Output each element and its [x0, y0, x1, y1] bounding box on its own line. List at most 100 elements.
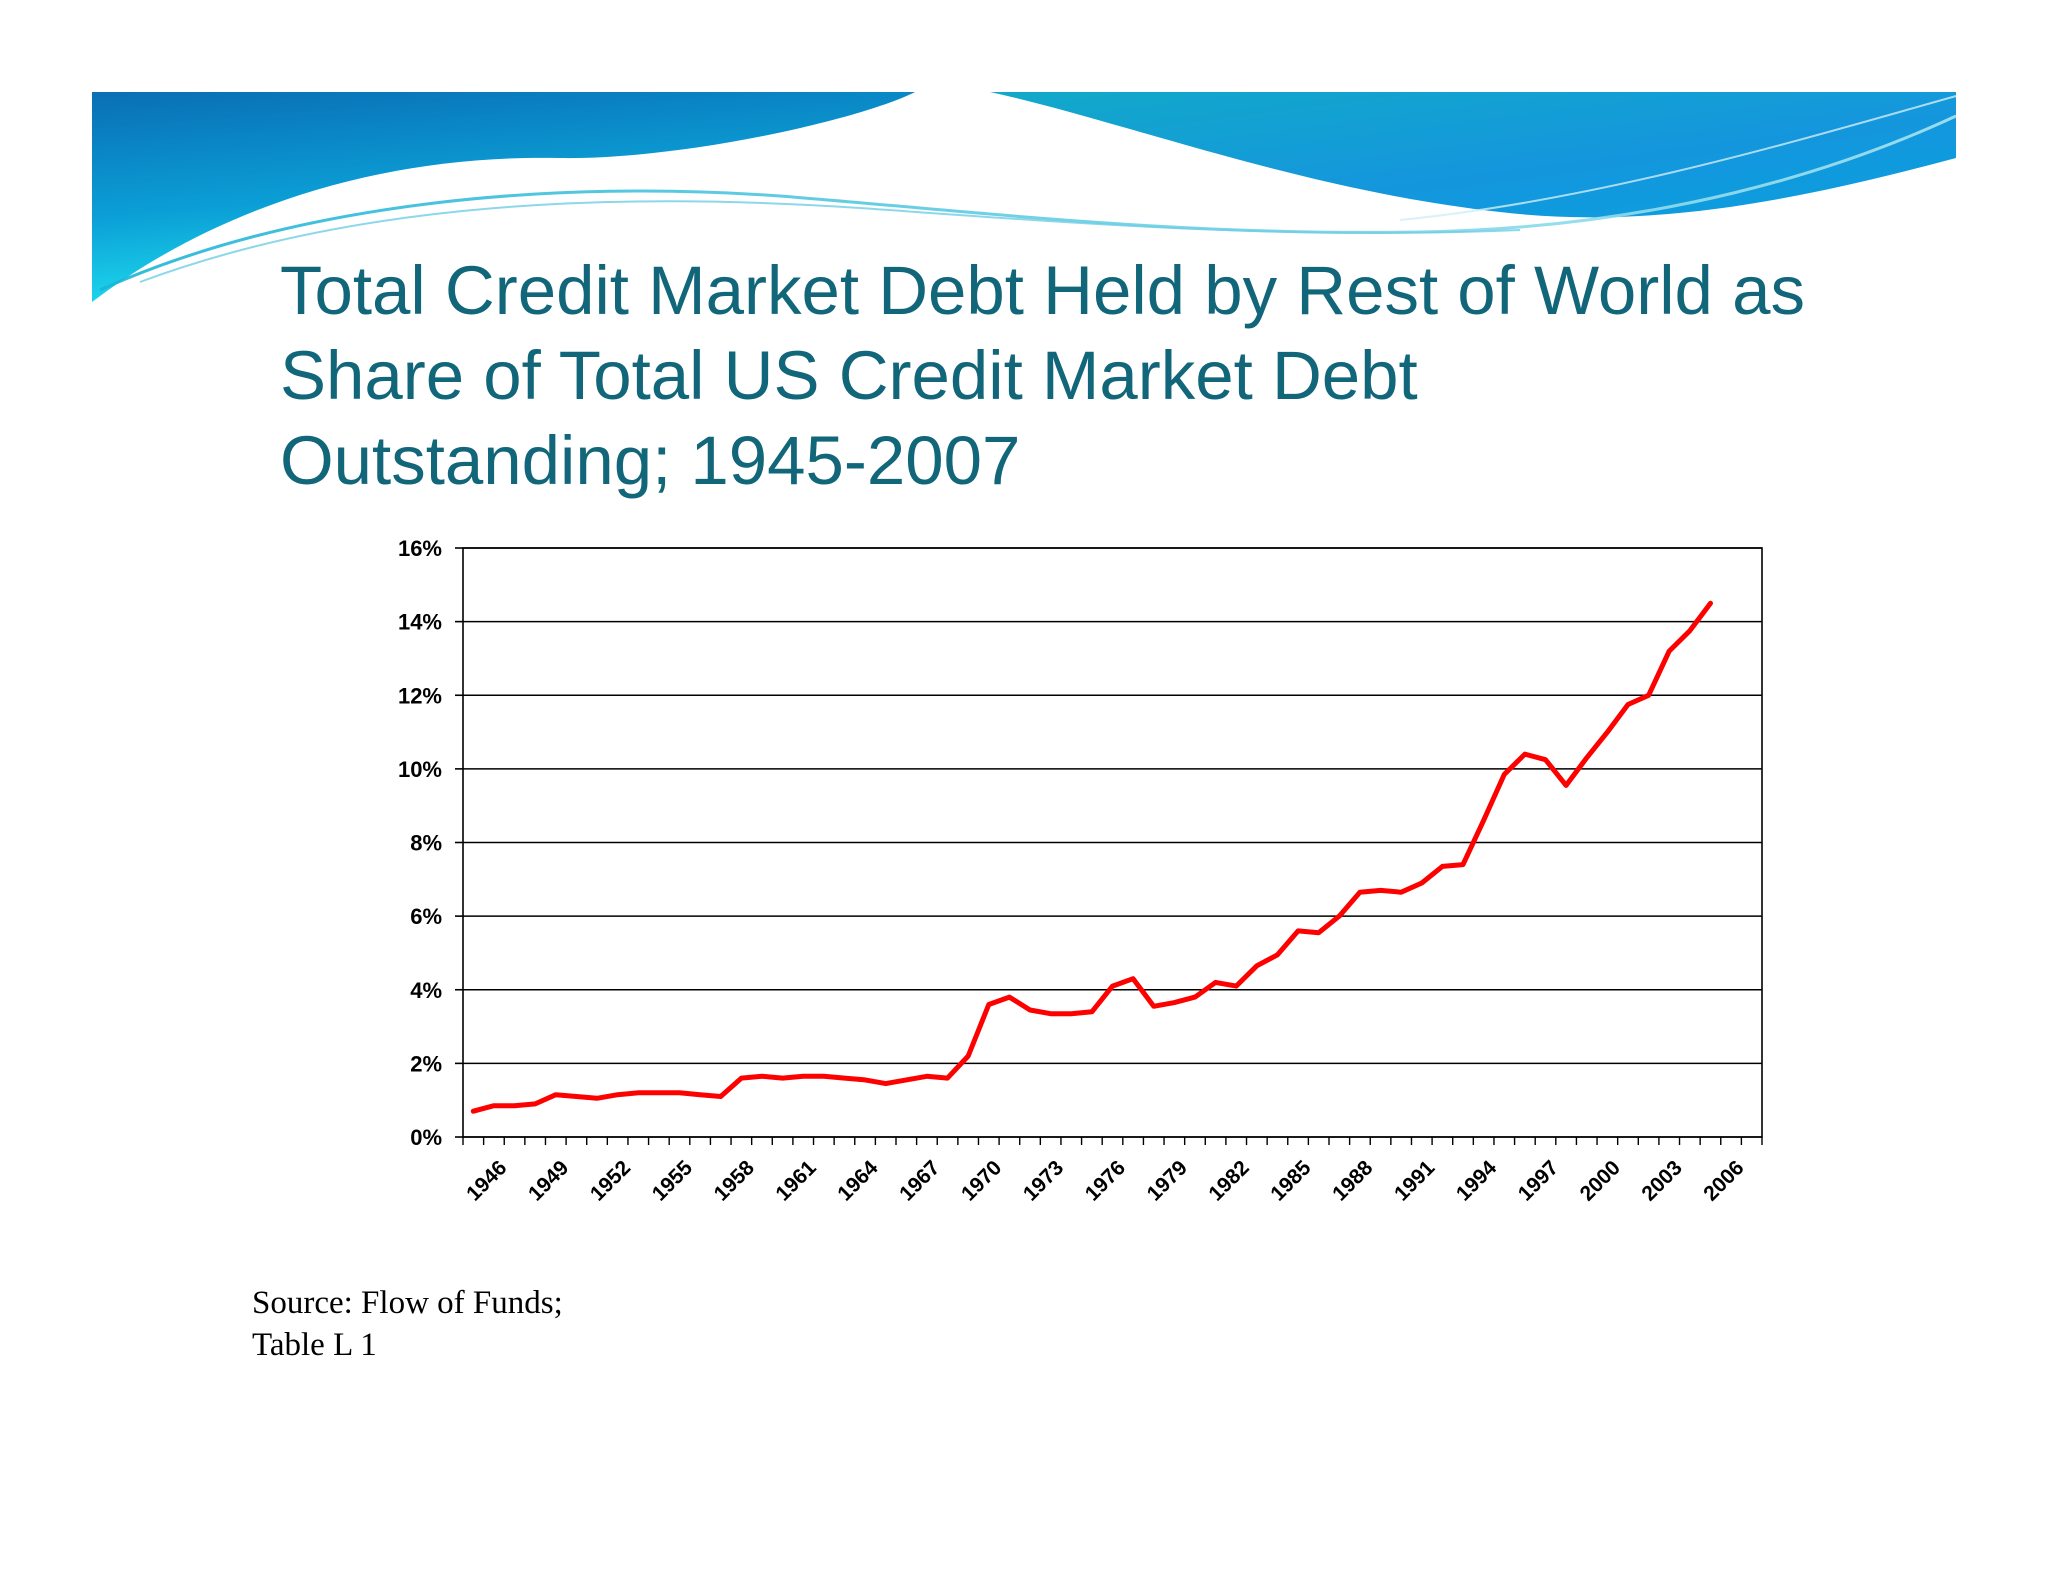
- x-tick-label: 2006: [1699, 1156, 1748, 1205]
- slide-title-line: Share of Total US Credit Market Debt: [280, 337, 1418, 414]
- data-point: [1625, 702, 1631, 707]
- slide-title-line: Outstanding; 1945-2007: [280, 422, 1021, 499]
- data-point: [904, 1077, 909, 1083]
- chart-grid: [462, 547, 1763, 1138]
- data-point: [1234, 983, 1239, 989]
- source-line: Table L 1: [252, 1327, 377, 1363]
- y-tick-label: 10%: [398, 757, 442, 782]
- banner-right-wave: [990, 92, 1956, 218]
- x-tick-label: 1958: [710, 1156, 760, 1206]
- data-point: [821, 1074, 827, 1079]
- data-point: [1584, 755, 1589, 761]
- x-tick-label: 1964: [833, 1156, 883, 1206]
- data-point: [1069, 1011, 1074, 1016]
- data-point: [553, 1092, 558, 1097]
- x-tick-label: 1967: [895, 1156, 944, 1205]
- data-point: [1172, 1000, 1177, 1005]
- data-point: [801, 1074, 806, 1079]
- data-point: [1337, 913, 1342, 919]
- x-tick-label: 1955: [648, 1156, 698, 1206]
- y-tick-label: 16%: [398, 536, 442, 561]
- x-axis: 1946 1949 1952 1955 1958 1961 1964 1967 1970 1973…: [462, 1137, 1763, 1206]
- series-line: [470, 600, 1713, 1114]
- data-point: [1522, 751, 1528, 757]
- chart-series: [470, 600, 1713, 1114]
- y-tick-label: 6%: [410, 904, 442, 929]
- x-tick-label: 1949: [524, 1156, 573, 1205]
- data-point: [1398, 889, 1404, 895]
- x-tick-label: 1973: [1019, 1156, 1068, 1205]
- y-tick-label: 8%: [410, 831, 442, 856]
- x-tick-label: 1976: [1081, 1156, 1130, 1205]
- data-point: [1460, 862, 1466, 867]
- data-point: [862, 1077, 868, 1083]
- source-note: Source: Flow of Funds; Table L 1: [252, 1282, 563, 1366]
- x-tick-label: 1961: [771, 1156, 821, 1206]
- data-point: [1027, 1007, 1033, 1013]
- data-point: [1213, 980, 1218, 985]
- data-point: [1151, 1004, 1156, 1009]
- data-point: [718, 1094, 723, 1099]
- data-point: [491, 1103, 497, 1108]
- y-tick-label: 14%: [398, 610, 442, 635]
- slide-title: Total Credit Market Debt Held by Rest of…: [280, 248, 1900, 503]
- x-tick-label: 1985: [1266, 1156, 1316, 1206]
- data-point: [677, 1090, 682, 1096]
- data-point: [594, 1096, 600, 1101]
- data-point: [1419, 880, 1424, 886]
- x-tick-label: 1970: [957, 1156, 1006, 1205]
- data-point: [1605, 729, 1610, 735]
- data-point: [636, 1090, 641, 1096]
- data-point: [1048, 1011, 1053, 1016]
- data-point: [1295, 928, 1301, 934]
- data-point: [780, 1075, 785, 1081]
- y-tick-label: 4%: [410, 978, 442, 1003]
- data-point: [697, 1092, 703, 1097]
- data-point: [512, 1103, 517, 1108]
- data-point: [1192, 994, 1198, 1000]
- data-point: [1110, 983, 1115, 989]
- slide-title-line: Total Credit Market Debt Held by Rest of…: [280, 252, 1805, 329]
- data-point: [1481, 818, 1486, 823]
- x-tick-label: 2003: [1637, 1156, 1686, 1205]
- data-point: [1563, 783, 1569, 788]
- x-tick-label: 1979: [1143, 1156, 1192, 1205]
- data-point: [1543, 757, 1548, 762]
- data-point: [965, 1053, 971, 1059]
- data-point: [1316, 930, 1321, 935]
- x-tick-label: 1997: [1514, 1156, 1563, 1205]
- data-point: [532, 1101, 538, 1107]
- data-point: [1687, 628, 1693, 634]
- x-tick-label: 1988: [1328, 1156, 1378, 1206]
- x-tick-label: 1982: [1204, 1156, 1253, 1205]
- data-point: [945, 1075, 950, 1081]
- data-point: [1089, 1009, 1095, 1015]
- y-tick-label: 2%: [410, 1051, 442, 1076]
- data-point: [986, 1002, 991, 1007]
- data-point: [1440, 864, 1445, 869]
- header-wave-banner: [92, 92, 1957, 302]
- x-tick-label: 1994: [1452, 1156, 1502, 1206]
- y-tick-label: 12%: [398, 683, 442, 708]
- y-axis: 0% 2% 4% 6% 8% 10% 12% 14% 16%: [398, 536, 463, 1150]
- x-tick-label: 1946: [462, 1156, 511, 1205]
- x-tick-label: 1952: [586, 1156, 635, 1205]
- banner-left-wave: [92, 92, 915, 302]
- data-point: [1357, 889, 1363, 895]
- data-point: [1708, 601, 1713, 606]
- data-point: [924, 1074, 930, 1079]
- data-point: [615, 1092, 620, 1097]
- data-point: [656, 1090, 662, 1096]
- data-point: [1667, 648, 1672, 654]
- data-point: [1502, 772, 1507, 777]
- data-point: [1130, 976, 1136, 981]
- data-point: [842, 1075, 847, 1081]
- data-point: [1254, 963, 1260, 969]
- data-point: [1007, 994, 1012, 1000]
- data-point: [471, 1109, 476, 1114]
- x-tick-label: 2000: [1576, 1156, 1625, 1205]
- data-point: [1646, 693, 1651, 698]
- data-point: [574, 1094, 579, 1099]
- data-point: [883, 1081, 888, 1086]
